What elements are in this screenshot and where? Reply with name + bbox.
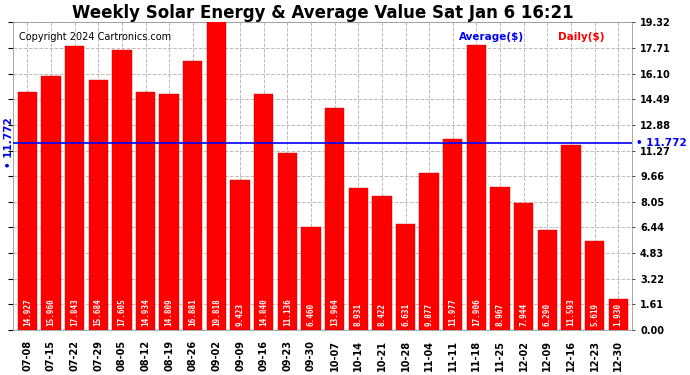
Text: 9.423: 9.423 — [235, 303, 244, 326]
Text: 16.881: 16.881 — [188, 298, 197, 326]
Text: 11.977: 11.977 — [448, 298, 457, 326]
Text: 1.930: 1.930 — [613, 303, 623, 326]
Bar — [420, 173, 439, 330]
Text: 11.136: 11.136 — [283, 298, 292, 326]
Bar — [302, 227, 321, 330]
Bar — [277, 153, 297, 330]
Text: 19.818: 19.818 — [212, 298, 221, 326]
Bar — [585, 240, 604, 330]
Text: 14.934: 14.934 — [141, 298, 150, 326]
Text: 17.906: 17.906 — [472, 298, 481, 326]
Bar — [254, 94, 273, 330]
Text: Copyright 2024 Cartronics.com: Copyright 2024 Cartronics.com — [19, 32, 171, 42]
Bar — [491, 187, 510, 330]
Bar — [41, 76, 61, 330]
Text: • 11.772: • 11.772 — [4, 117, 14, 168]
Bar — [18, 92, 37, 330]
Bar — [183, 61, 202, 330]
Text: 14.809: 14.809 — [165, 298, 174, 326]
Title: Weekly Solar Energy & Average Value Sat Jan 6 16:21: Weekly Solar Energy & Average Value Sat … — [72, 4, 573, 22]
Text: 15.684: 15.684 — [94, 298, 103, 326]
Text: 8.967: 8.967 — [495, 303, 504, 326]
Text: 11.593: 11.593 — [566, 298, 575, 326]
Bar — [65, 46, 84, 330]
Bar — [466, 45, 486, 330]
Text: 6.460: 6.460 — [306, 303, 315, 326]
Text: 17.843: 17.843 — [70, 298, 79, 326]
Text: 17.605: 17.605 — [117, 298, 126, 326]
Text: Daily($): Daily($) — [558, 32, 604, 42]
Text: • 11.772: • 11.772 — [635, 138, 687, 147]
Bar — [609, 299, 628, 330]
Text: 15.960: 15.960 — [46, 298, 55, 326]
Bar — [372, 196, 391, 330]
Text: 9.877: 9.877 — [424, 303, 433, 326]
Bar — [88, 80, 108, 330]
Bar — [136, 92, 155, 330]
Bar — [396, 224, 415, 330]
Text: 7.944: 7.944 — [519, 303, 528, 326]
Bar — [159, 94, 179, 330]
Bar — [207, 14, 226, 330]
Bar — [230, 180, 250, 330]
Text: 8.422: 8.422 — [377, 303, 386, 326]
Text: 14.840: 14.840 — [259, 298, 268, 326]
Text: Average($): Average($) — [459, 32, 524, 42]
Bar — [538, 230, 557, 330]
Text: 14.927: 14.927 — [23, 298, 32, 326]
Text: 8.931: 8.931 — [354, 303, 363, 326]
Bar — [348, 188, 368, 330]
Bar — [514, 204, 533, 330]
Bar — [443, 139, 462, 330]
Text: 6.631: 6.631 — [401, 303, 410, 326]
Text: 5.619: 5.619 — [590, 303, 599, 326]
Bar — [112, 50, 132, 330]
Bar — [561, 146, 581, 330]
Text: 6.290: 6.290 — [543, 303, 552, 326]
Text: 13.964: 13.964 — [330, 298, 339, 326]
Bar — [325, 108, 344, 330]
